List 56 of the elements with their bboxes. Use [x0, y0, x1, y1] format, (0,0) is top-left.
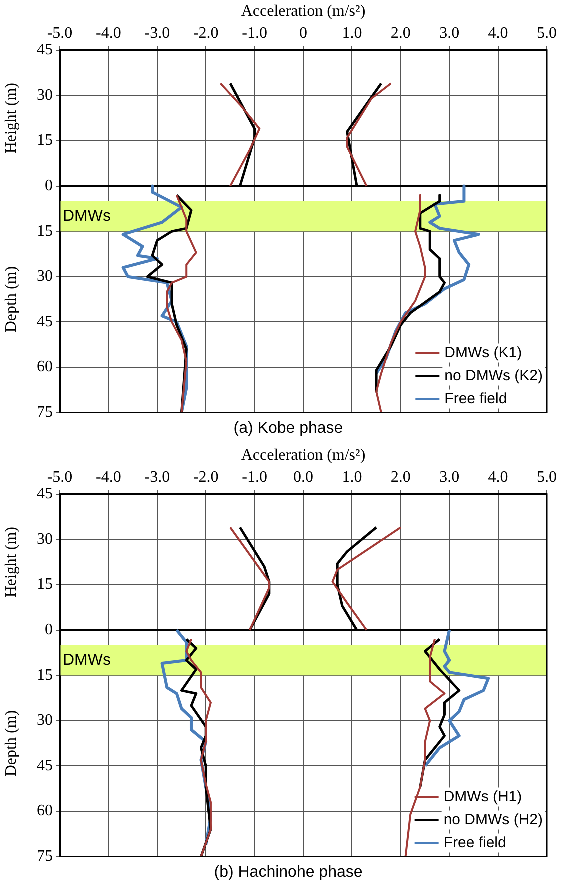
x-tick-label: 5.0 [537, 25, 557, 42]
y-tick-label: 15 [37, 666, 53, 684]
x-tick-label: -5.0 [47, 25, 73, 42]
legend-label: Free field [444, 390, 508, 408]
x-tick-label: -5.0 [47, 469, 73, 486]
text: (a) Kobe phase [234, 420, 344, 437]
legend-label: Free field [444, 834, 506, 852]
text: (b) Hachinohe phase [214, 864, 363, 881]
y-axis-title: Depth (m) [3, 710, 20, 777]
x-tick-label: 4.0 [488, 25, 508, 42]
x-tick-label: 1.0 [342, 25, 362, 42]
y-tick-label: 60 [37, 802, 53, 820]
y-tick-label: 30 [37, 86, 53, 104]
x-tick-label: -1.0 [242, 25, 268, 42]
band-label: DMWs [63, 652, 111, 669]
y-tick-label: 45 [37, 757, 53, 774]
y-tick-label: 0 [45, 178, 53, 195]
x-axis-title: Acceleration (m/s²) [241, 446, 366, 464]
y-tick-label: 15 [37, 576, 53, 594]
legend-label: DMWs (H1) [444, 788, 522, 806]
x-tick-label: 3.0 [440, 469, 460, 486]
x-tick-label: 4.0 [488, 469, 508, 486]
text: Height (m) [3, 83, 20, 154]
x-tick-label: -4.0 [96, 25, 122, 42]
x-tick-label: 1.0 [342, 469, 362, 486]
y-axis-title: Depth (m) [3, 266, 20, 333]
y-tick-label: 45 [37, 486, 53, 503]
x-tick-label: 0 [300, 25, 308, 42]
legend-label: no DMWs (K2) [444, 367, 544, 384]
y-tick-label: 30 [37, 712, 53, 730]
x-tick-label: 2.0 [390, 25, 411, 42]
x-tick-label: 3.0 [440, 25, 460, 42]
x-tick-label: -3.0 [144, 25, 170, 42]
y-tick-label: 75 [37, 404, 53, 422]
x-axis-title: Acceleration (m/s²) [241, 2, 366, 20]
y-tick-label: 75 [37, 848, 53, 866]
legend-label: no DMWs (H2) [444, 811, 544, 828]
y-tick-label: 15 [37, 132, 53, 150]
x-tick-label: 5.0 [537, 469, 557, 486]
y-tick-label: 60 [37, 358, 53, 376]
x-tick-label: -3.0 [144, 469, 170, 486]
legend-label: DMWs (K1) [444, 344, 522, 362]
y-tick-label: 0 [45, 622, 53, 639]
y-tick-label: 15 [37, 222, 53, 240]
text: Height (m) [3, 527, 20, 598]
x-tick-label: 2.0 [390, 469, 411, 486]
band-label: DMWs [63, 208, 111, 225]
y-tick-label: 45 [37, 42, 53, 59]
y-tick-label: 30 [37, 268, 53, 286]
x-tick-label: 0.0 [294, 469, 314, 486]
x-tick-label: -2.0 [193, 25, 219, 42]
y-tick-label: 30 [37, 530, 53, 548]
x-tick-label: -2.0 [193, 469, 219, 486]
x-tick-label: -1.0 [242, 469, 268, 486]
y-tick-label: 45 [37, 313, 53, 330]
x-tick-label: -4.0 [96, 469, 122, 486]
